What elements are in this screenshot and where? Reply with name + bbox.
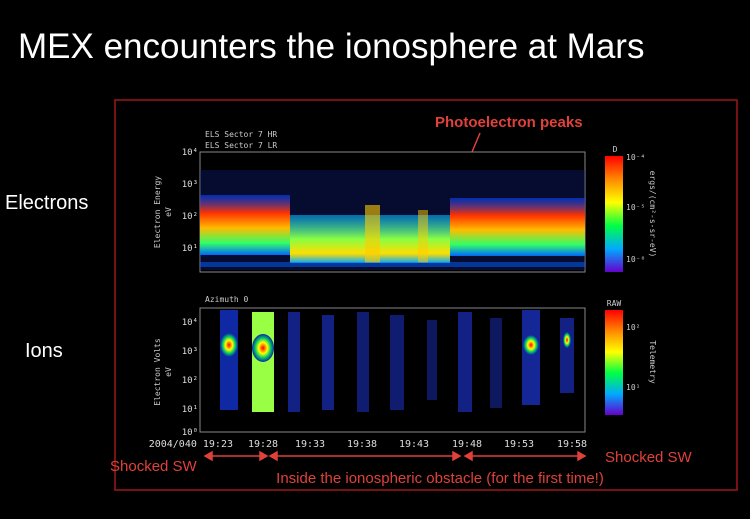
time-tick: 19:43 — [399, 439, 429, 450]
y-tick-label: 10² — [182, 212, 198, 222]
row-label: Ions — [25, 340, 63, 362]
colorbar-title: D — [613, 145, 618, 154]
colorbar-title: RAW — [607, 299, 622, 308]
y-tick-label: 10³ — [182, 347, 198, 357]
time-tick: 19:28 — [248, 439, 278, 450]
y-axis-label: Electron Volts — [153, 338, 162, 406]
panel-header: Azimuth 0 — [205, 295, 249, 304]
region-label: Shocked SW — [605, 449, 693, 466]
y-axis-label: eV — [164, 367, 173, 377]
y-tick-label: 10⁴ — [182, 148, 198, 158]
electron-spectrogram — [199, 151, 586, 273]
y-tick-label: 10⁰ — [182, 428, 198, 438]
region-arrows — [203, 450, 587, 462]
ion-spectrogram — [199, 307, 586, 433]
colorbar-tick: 10² — [626, 323, 640, 332]
y-tick-label: 10¹ — [182, 244, 198, 254]
time-tick: 2004/040 19:23 — [149, 439, 233, 450]
colorbar-tick: 10⁻⁵ — [626, 203, 645, 212]
time-tick: 19:53 — [504, 439, 534, 450]
frame — [114, 99, 738, 491]
colorbar-tick: 10⁻⁶ — [626, 255, 645, 264]
time-tick: 19:38 — [347, 439, 377, 450]
panel-header: ELS Sector 7 HR — [205, 130, 277, 139]
colorbar-tick: 10⁻⁴ — [626, 153, 645, 162]
panel-header: ELS Sector 7 LR — [205, 141, 277, 150]
row-label: Electrons — [5, 192, 88, 214]
colorbar-tick: 10¹ — [626, 383, 640, 392]
colorbar-label: ergs/(cm²-s-sr-eV) — [648, 171, 657, 258]
y-axis-label: Electron Energy — [153, 176, 162, 248]
time-tick: 19:58 — [557, 439, 587, 450]
y-tick-label: 10² — [182, 376, 198, 386]
region-label: Shocked SW — [110, 458, 198, 475]
time-tick: 19:33 — [295, 439, 325, 450]
annotation: Photoelectron peaks — [435, 114, 583, 131]
colorbar — [605, 310, 623, 415]
colorbar-label: Telemetry — [648, 340, 657, 384]
time-tick: 19:48 — [452, 439, 482, 450]
y-tick-label: 10⁴ — [182, 318, 198, 328]
slide-title: MEX encounters the ionosphere at Mars — [18, 27, 644, 66]
y-axis-label: eV — [164, 207, 173, 217]
colorbar — [605, 156, 623, 272]
region-label: Inside the ionospheric obstacle (for the… — [276, 470, 604, 487]
y-tick-label: 10¹ — [182, 405, 198, 415]
y-tick-label: 10³ — [182, 180, 198, 190]
